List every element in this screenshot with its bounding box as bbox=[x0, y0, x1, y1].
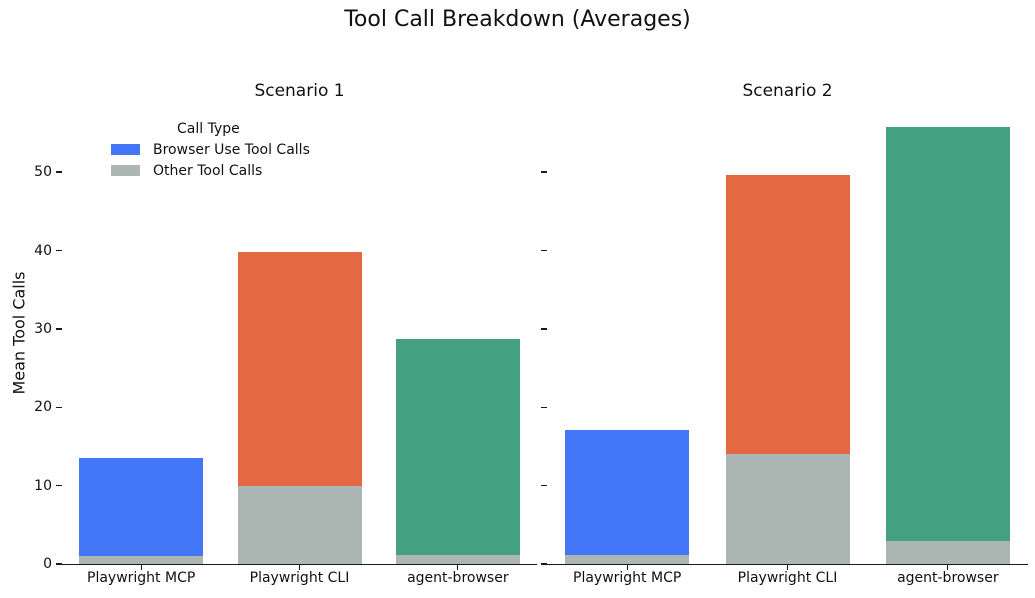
y-tick-mark bbox=[56, 328, 62, 330]
y-tick-label: 0 bbox=[43, 556, 52, 572]
chart-title: Tool Call Breakdown (Averages) bbox=[344, 7, 691, 32]
y-tick-mark bbox=[56, 171, 62, 173]
y-tick-mark bbox=[56, 249, 62, 252]
legend-label-other: Other Tool Calls bbox=[153, 162, 263, 179]
x-tick-mark bbox=[140, 565, 142, 571]
legend-swatch-browser-use-icon bbox=[111, 144, 140, 155]
x-tick-label: Playwright CLI bbox=[737, 570, 838, 586]
y-tick-mark bbox=[56, 484, 62, 487]
bar-segment-other bbox=[885, 541, 1010, 564]
legend: Call Type Browser Use Tool Calls Other T… bbox=[111, 119, 310, 181]
legend-item-other: Other Tool Calls bbox=[111, 160, 310, 181]
bar-segment-browser-use bbox=[237, 252, 362, 486]
legend-swatch-other-icon bbox=[111, 165, 140, 176]
x-tick-label: agent-browser bbox=[897, 570, 999, 586]
facet-title-scenario-2: Scenario 2 bbox=[742, 81, 833, 101]
bar-segment-other bbox=[395, 555, 520, 564]
y-tick-label: 40 bbox=[34, 242, 52, 259]
bar-segment-other bbox=[79, 556, 204, 564]
bar-segment-browser-use bbox=[885, 126, 1010, 542]
x-tick-mark bbox=[947, 565, 949, 571]
y-tick-mark bbox=[541, 484, 547, 487]
y-tick-mark bbox=[541, 328, 547, 330]
x-tick-mark bbox=[298, 565, 301, 571]
x-tick-label: Playwright MCP bbox=[87, 570, 196, 586]
x-tick-label: Playwright MCP bbox=[573, 570, 682, 586]
bar-segment-browser-use bbox=[565, 429, 690, 556]
y-tick-mark bbox=[541, 563, 547, 565]
x-axis-spine bbox=[62, 564, 537, 566]
x-tick-mark bbox=[457, 565, 459, 571]
x-tick-label: Playwright CLI bbox=[249, 570, 350, 586]
bar-segment-other bbox=[565, 555, 690, 564]
x-tick-mark bbox=[626, 565, 628, 571]
bar-segment-browser-use bbox=[725, 174, 850, 455]
y-tick-label: 20 bbox=[34, 399, 52, 416]
x-axis-spine bbox=[547, 564, 1028, 566]
x-tick-label: agent-browser bbox=[407, 570, 509, 586]
bar-segment-other bbox=[725, 454, 850, 564]
y-tick-mark bbox=[541, 406, 547, 408]
bar-segment-other bbox=[237, 485, 362, 564]
y-tick-mark bbox=[541, 171, 547, 173]
bar-segment-browser-use bbox=[395, 339, 520, 556]
legend-label-browser-use: Browser Use Tool Calls bbox=[153, 141, 310, 158]
y-tick-mark bbox=[56, 563, 62, 565]
legend-title: Call Type bbox=[177, 121, 240, 137]
y-tick-mark bbox=[56, 406, 62, 408]
y-tick-label: 30 bbox=[34, 320, 52, 337]
legend-item-browser-use: Browser Use Tool Calls bbox=[111, 139, 310, 160]
facet-title-scenario-1: Scenario 1 bbox=[254, 81, 345, 101]
y-tick-mark bbox=[541, 249, 547, 252]
x-tick-mark bbox=[786, 565, 789, 571]
y-tick-label: 10 bbox=[34, 477, 52, 494]
y-tick-label: 50 bbox=[34, 164, 52, 181]
bar-segment-browser-use bbox=[79, 458, 204, 557]
